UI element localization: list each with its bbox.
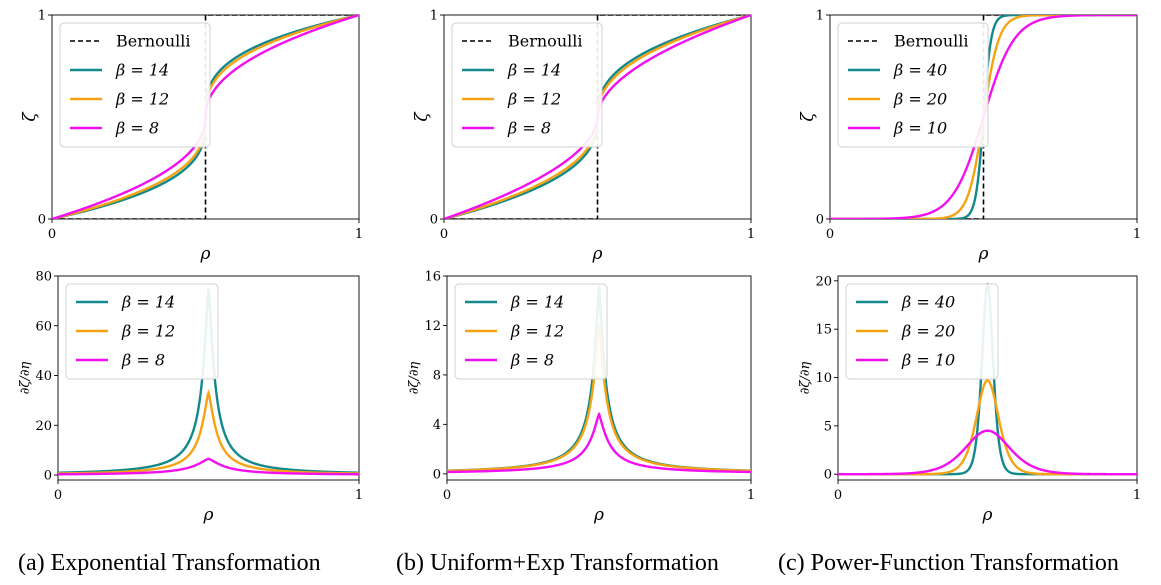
legend-label: Bernoulli	[116, 32, 190, 51]
y-tick-label: 0	[38, 213, 46, 228]
y-axis-label: ζ	[798, 111, 818, 122]
x-tick-label: 0	[443, 488, 451, 503]
series-line-beta-8	[447, 411, 751, 474]
panel-c-top: 0 1 0 1 ρ ζ Bernoulli β = 40 β = 20 β = 10	[798, 9, 1141, 265]
x-axis-label: ρ	[982, 505, 993, 525]
x-axis-label: ρ	[592, 244, 603, 264]
y-tick-label: 4	[433, 418, 441, 433]
y-axis-label: ζ	[412, 111, 432, 122]
x-tick-label: 0	[440, 227, 448, 242]
y-tick-label: 0	[816, 213, 824, 228]
y-tick-label: 1	[38, 9, 46, 24]
legend-label: β = 40	[893, 61, 947, 80]
legend-label: β = 12	[115, 90, 169, 109]
x-tick-label: 0	[826, 227, 834, 242]
y-tick-label: 5	[824, 419, 832, 434]
x-tick-label: 1	[1133, 227, 1141, 242]
legend-label: β = 20	[893, 90, 947, 109]
legend-box	[845, 283, 999, 380]
y-tick-label: 0	[430, 213, 438, 228]
legend-label: β = 10	[901, 351, 955, 370]
x-tick-label: 1	[355, 227, 363, 242]
caption-a: (a) Exponential Transformation	[18, 550, 321, 576]
legend-label: β = 14	[121, 293, 175, 312]
legend-label: β = 12	[510, 322, 564, 341]
legend-label: Bernoulli	[508, 32, 582, 51]
y-tick-label: 20	[35, 419, 52, 434]
y-tick-label: 15	[815, 323, 832, 338]
x-axis-label: ρ	[593, 505, 604, 525]
y-tick-label: 8	[433, 368, 441, 383]
y-tick-label: 20	[815, 274, 832, 289]
x-tick-label: 1	[747, 488, 755, 503]
legend-box	[837, 22, 989, 148]
axes-frame	[446, 275, 752, 481]
caption-b: (b) Uniform+Exp Transformation	[396, 550, 719, 576]
legend-box	[59, 22, 211, 148]
legend-label: β = 8	[115, 119, 159, 138]
legend-label: Bernoulli	[894, 32, 968, 51]
y-tick-label: 0	[824, 468, 832, 483]
x-axis-label: ρ	[203, 505, 214, 525]
y-tick-label: 80	[35, 270, 52, 285]
y-tick-label: 0	[44, 469, 52, 484]
y-tick-label: 10	[815, 371, 832, 386]
legend-label: β = 8	[121, 351, 165, 370]
legend-label: β = 10	[893, 119, 947, 138]
legend-label: β = 14	[510, 293, 564, 312]
series-line-beta-8	[58, 457, 359, 476]
x-axis-label: ρ	[978, 244, 989, 264]
axes-frame	[57, 275, 360, 481]
panel-a-top: 0 1 0 1 ρ ζ Bernoulli β = 14 β = 12 β = 8	[20, 9, 363, 265]
x-tick-label: 1	[1133, 488, 1141, 503]
legend-label: β = 40	[901, 293, 955, 312]
x-tick-label: 0	[834, 488, 842, 503]
legend-box	[451, 22, 603, 148]
series-line-beta-20	[838, 379, 1137, 476]
x-tick-label: 0	[48, 227, 56, 242]
legend-label: β = 14	[507, 61, 561, 80]
legend-box	[65, 283, 219, 380]
y-axis-label: ∂ζ/∂η	[407, 361, 422, 394]
y-tick-label: 1	[816, 9, 824, 24]
legend-label: β = 14	[115, 61, 169, 80]
y-axis-label: ∂ζ/∂η	[18, 361, 33, 394]
axes-frame	[837, 275, 1138, 481]
y-tick-label: 16	[424, 270, 441, 285]
y-tick-label: 0	[433, 467, 441, 482]
y-tick-label: 40	[35, 369, 52, 384]
legend-box	[454, 283, 608, 380]
series-line-beta-10	[838, 429, 1137, 476]
series-line-beta-12	[58, 389, 359, 475]
panel-b-top: 0 1 0 1 ρ ζ Bernoulli β = 14 β = 12 β = 8	[412, 9, 755, 265]
legend-label: β = 8	[510, 351, 554, 370]
x-tick-label: 0	[54, 488, 62, 503]
y-tick-label: 12	[424, 319, 441, 334]
legend-label: β = 12	[121, 322, 175, 341]
x-axis-label: ρ	[200, 244, 211, 264]
legend-label: β = 20	[901, 322, 955, 341]
panel-b-bottom: 0 1 0 4 8 12 16 ρ ∂ζ/∂η β = 14 β = 12 β = 8	[407, 270, 755, 526]
y-axis-label: ∂ζ/∂η	[798, 361, 813, 394]
x-tick-label: 1	[747, 227, 755, 242]
legend-label: β = 8	[507, 119, 551, 138]
y-tick-label: 1	[430, 9, 438, 24]
x-tick-label: 1	[355, 488, 363, 503]
legend-label: β = 12	[507, 90, 561, 109]
caption-c: (c) Power-Function Transformation	[778, 550, 1119, 576]
y-axis-label: ζ	[20, 111, 40, 122]
y-tick-label: 60	[35, 319, 52, 334]
